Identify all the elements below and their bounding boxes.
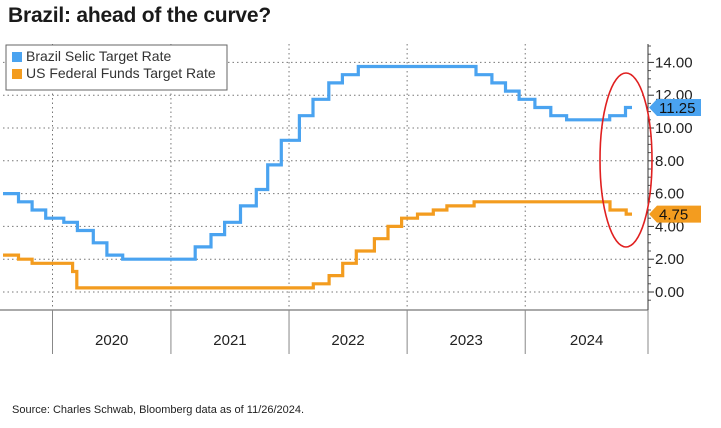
annotation-layer: 11.25 4.75 xyxy=(599,72,701,248)
x-tick-label: 2024 xyxy=(570,332,603,349)
y-tick-label: 8.00 xyxy=(655,153,684,170)
last-value-tag: 4.75 xyxy=(649,205,701,224)
y-tick-label: 6.00 xyxy=(655,186,684,203)
y-tick-label: 4.00 xyxy=(655,218,684,235)
y-tick-label: 2.00 xyxy=(655,251,684,268)
series-layer xyxy=(3,64,632,290)
y-tick-label: 0.00 xyxy=(655,284,684,301)
legend-swatch xyxy=(12,69,22,79)
last-value-tag-shape xyxy=(649,99,701,116)
x-tick-label: 2020 xyxy=(95,332,128,349)
legend-swatch xyxy=(12,52,22,62)
legend-box xyxy=(5,44,228,91)
y-tick-label: 14.00 xyxy=(655,54,693,71)
series-line-selic xyxy=(3,64,632,261)
last-value-label: 4.75 xyxy=(659,207,688,224)
source-note: Source: Charles Schwab, Bloomberg data a… xyxy=(12,404,305,416)
last-value-label: 11.25 xyxy=(659,100,695,117)
last-value-tag-shape xyxy=(649,205,701,223)
series-line-fed-funds xyxy=(3,200,632,290)
grid-layer xyxy=(3,44,645,310)
x-tick-label: 2023 xyxy=(449,332,482,349)
y-tick-label: 10.00 xyxy=(655,120,693,137)
last-value-tag: 11.25 xyxy=(649,99,701,117)
x-tick-label: 2021 xyxy=(213,332,246,349)
chart-title: Brazil: ahead of the curve? xyxy=(8,4,271,27)
highlight-ellipse xyxy=(599,72,653,248)
legend-label: Brazil Selic Target Rate xyxy=(26,48,171,64)
legend-label: US Federal Funds Target Rate xyxy=(26,65,216,81)
x-tick-label: 2022 xyxy=(331,332,364,349)
